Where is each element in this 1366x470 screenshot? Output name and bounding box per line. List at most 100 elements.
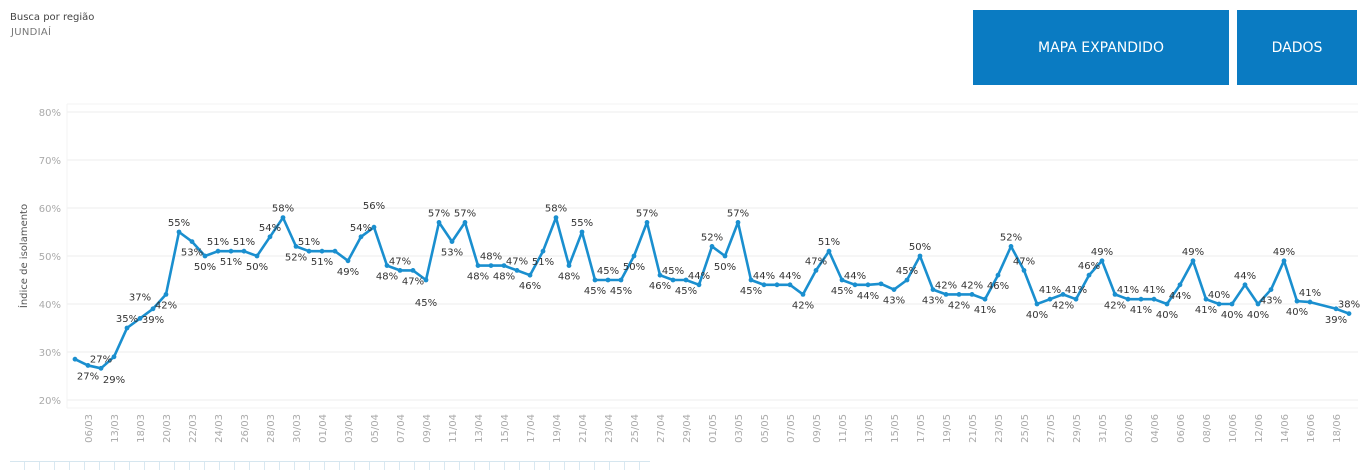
data-label: 44%	[753, 271, 775, 282]
x-tick-label: 15/05	[890, 414, 901, 443]
data-point	[124, 325, 130, 331]
x-tick-label: 04/06	[1150, 414, 1161, 443]
data-point	[852, 282, 858, 288]
data-label: 40%	[1247, 310, 1269, 321]
x-tick-label: 15/04	[500, 414, 511, 443]
data-point	[111, 354, 117, 360]
data-point	[1307, 299, 1313, 305]
data-label: 57%	[428, 208, 450, 219]
data-point	[72, 356, 78, 362]
data-point	[1216, 301, 1222, 307]
data-label: 51%	[233, 237, 255, 248]
data-point	[1138, 296, 1144, 302]
data-point	[761, 282, 767, 288]
x-tick-label: 17/04	[526, 414, 537, 443]
data-point	[1008, 244, 1014, 249]
data-point	[1034, 301, 1040, 307]
data-point	[1281, 258, 1287, 264]
data-label: 45%	[896, 266, 918, 277]
x-tick-label: 24/03	[214, 414, 225, 443]
x-tick-label: 01/05	[708, 414, 719, 443]
x-tick-label: 21/04	[578, 414, 589, 443]
data-point	[1294, 298, 1300, 304]
data-point	[332, 248, 338, 254]
data-point	[98, 365, 104, 371]
data-label: 49%	[337, 267, 359, 278]
x-tick-label: 03/04	[344, 414, 355, 443]
x-tick-label: 29/04	[682, 414, 693, 443]
x-tick-label: 06/06	[1176, 414, 1187, 443]
data-point	[917, 253, 923, 259]
data-point	[1203, 296, 1209, 302]
data-point	[1164, 301, 1170, 307]
data-point	[449, 239, 455, 245]
x-tick-label: 16/06	[1306, 414, 1317, 443]
data-label: 50%	[194, 262, 216, 273]
data-point	[839, 277, 845, 283]
data-point	[748, 277, 754, 283]
data-label: 51%	[532, 257, 554, 268]
data-label: 44%	[1234, 271, 1256, 282]
data-point	[904, 277, 910, 283]
data-label: 44%	[779, 271, 801, 282]
data-label: 43%	[922, 296, 944, 307]
x-tick-label: 07/05	[786, 414, 797, 443]
data-label: 47%	[402, 276, 424, 287]
data-point	[488, 263, 494, 268]
data-label: 40%	[1208, 290, 1230, 301]
data-point	[813, 268, 819, 273]
x-tick-label: 11/05	[838, 414, 849, 443]
data-button[interactable]: DADOS	[1237, 10, 1357, 85]
data-label: 58%	[272, 204, 294, 215]
map-preview[interactable]	[10, 461, 650, 470]
data-label: 47%	[506, 256, 528, 267]
data-label: 55%	[168, 218, 190, 229]
region-filter-value[interactable]: JUNDIAÍ	[11, 27, 52, 38]
data-point	[579, 229, 585, 235]
data-label: 50%	[246, 262, 268, 273]
data-point	[1151, 296, 1157, 302]
x-tick-label: 13/04	[474, 414, 485, 443]
data-point	[722, 253, 728, 259]
x-tick-label: 10/06	[1228, 414, 1239, 443]
x-tick-label: 23/04	[604, 414, 615, 443]
data-point	[540, 248, 546, 254]
x-tick-label: 19/04	[552, 414, 563, 443]
data-label: 51%	[311, 257, 333, 268]
data-point	[150, 306, 156, 312]
data-label: 44%	[857, 291, 879, 302]
data-point	[995, 272, 1001, 278]
data-label: 41%	[1299, 288, 1321, 299]
x-tick-label: 02/06	[1124, 414, 1135, 443]
x-tick-label: 09/05	[812, 414, 823, 443]
x-tick-label: 30/03	[292, 414, 303, 443]
x-tick-label: 19/05	[942, 414, 953, 443]
data-point	[1112, 292, 1118, 297]
data-label: 46%	[987, 281, 1009, 292]
data-point	[657, 272, 663, 278]
data-point	[137, 316, 143, 321]
data-label: 40%	[1156, 310, 1178, 321]
data-point	[267, 234, 273, 240]
data-label: 45%	[740, 286, 762, 297]
x-tick-label: 11/04	[448, 414, 459, 443]
data-label: 43%	[1260, 296, 1282, 307]
data-label: 42%	[961, 280, 983, 291]
x-tick-label: 07/04	[396, 414, 407, 443]
data-point	[774, 282, 780, 288]
data-label: 38%	[1338, 300, 1360, 311]
x-tick-label: 12/06	[1254, 414, 1265, 443]
data-point	[1060, 292, 1066, 297]
data-point	[293, 244, 299, 249]
x-tick-label: 05/04	[370, 414, 381, 443]
data-point	[527, 272, 533, 278]
data-point	[1073, 296, 1079, 302]
x-tick-label: 09/04	[422, 414, 433, 443]
data-label: 56%	[363, 201, 385, 212]
data-point	[163, 292, 169, 297]
data-label: 40%	[1286, 307, 1308, 318]
data-point	[423, 277, 429, 283]
expanded-map-button[interactable]: MAPA EXPANDIDO	[973, 10, 1229, 85]
data-point	[501, 263, 507, 268]
